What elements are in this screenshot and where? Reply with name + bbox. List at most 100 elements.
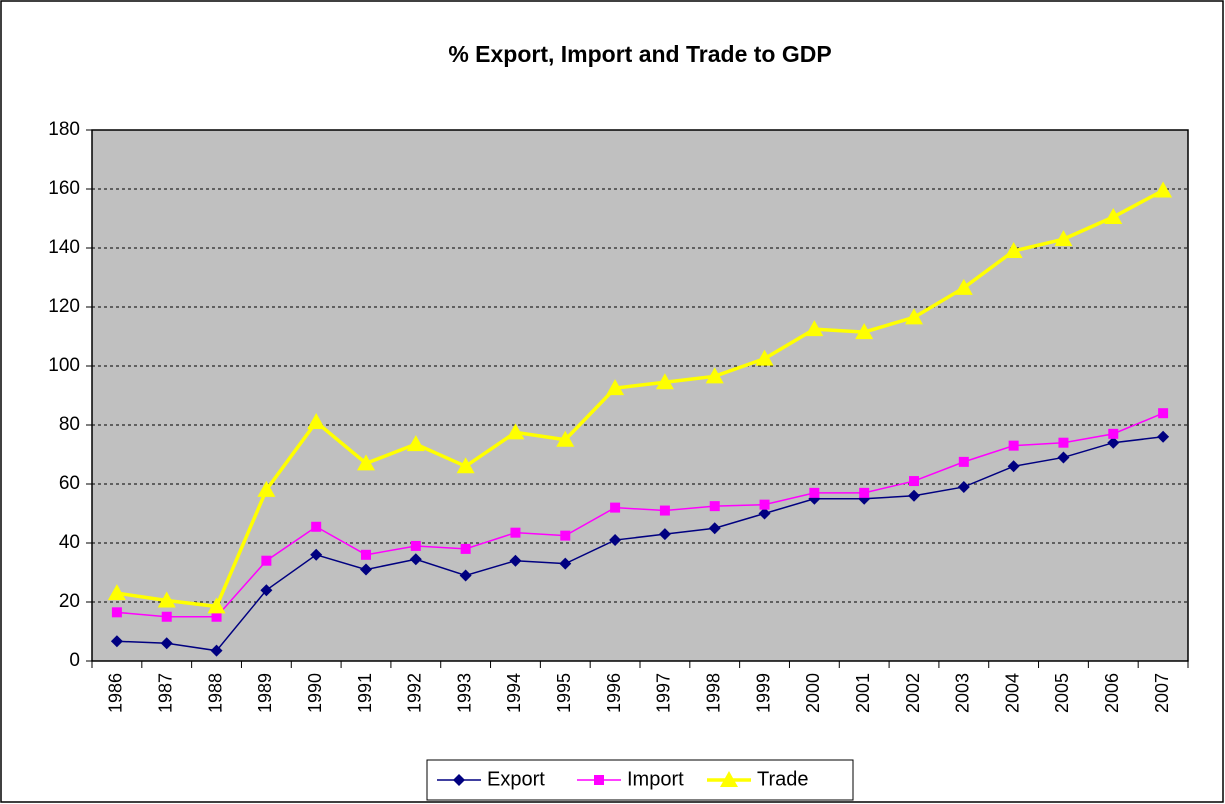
x-tick-label: 1996 xyxy=(604,673,624,713)
marker xyxy=(610,502,621,513)
marker xyxy=(859,487,870,498)
marker xyxy=(409,553,422,566)
marker xyxy=(708,522,721,535)
y-tick-label: 40 xyxy=(59,532,80,553)
y-tick-label: 180 xyxy=(48,119,80,140)
marker xyxy=(1154,181,1173,198)
marker xyxy=(261,555,272,566)
x-tick-label: 2006 xyxy=(1102,673,1122,713)
marker xyxy=(310,548,323,561)
y-tick-label: 60 xyxy=(59,473,80,494)
series-line xyxy=(116,188,1164,609)
marker xyxy=(1008,440,1019,451)
marker xyxy=(161,611,172,622)
marker xyxy=(361,549,371,560)
x-tick-label: 2004 xyxy=(1002,673,1022,713)
marker xyxy=(1054,230,1073,247)
marker xyxy=(1157,430,1170,443)
marker xyxy=(909,476,919,487)
marker xyxy=(360,563,372,576)
x-tick-label: 1990 xyxy=(305,673,325,713)
marker xyxy=(805,320,824,337)
marker xyxy=(559,557,572,570)
x-tick-label: 1997 xyxy=(654,673,674,713)
x-tick-label: 1988 xyxy=(205,673,225,713)
marker xyxy=(459,569,472,582)
x-tick-label: 1987 xyxy=(155,673,175,713)
marker xyxy=(257,480,276,497)
marker xyxy=(207,597,226,614)
marker xyxy=(110,635,123,648)
x-tick-label: 1994 xyxy=(504,673,524,713)
marker xyxy=(905,308,923,325)
y-tick-label: 140 xyxy=(48,237,80,258)
x-tick-label: 2002 xyxy=(903,673,923,713)
marker xyxy=(1004,241,1023,258)
marker xyxy=(958,456,969,467)
x-tick-label: 1992 xyxy=(405,673,425,713)
series-line xyxy=(116,436,1164,652)
marker xyxy=(509,554,522,567)
marker xyxy=(510,527,521,538)
marker xyxy=(720,771,738,787)
x-tick-label: 1993 xyxy=(454,673,474,713)
marker xyxy=(755,349,774,366)
marker xyxy=(406,435,425,452)
marker xyxy=(307,413,326,430)
marker xyxy=(659,505,670,516)
plot-area xyxy=(92,130,1188,661)
marker xyxy=(655,373,674,390)
marker xyxy=(410,540,421,551)
marker xyxy=(954,278,973,295)
x-tick-label: 1991 xyxy=(355,673,375,713)
marker xyxy=(506,423,525,440)
marker xyxy=(709,501,720,512)
marker xyxy=(460,543,471,554)
marker xyxy=(210,644,223,657)
marker xyxy=(609,534,622,547)
y-tick-label: 160 xyxy=(48,178,80,199)
x-tick-label: 1989 xyxy=(255,673,275,713)
marker xyxy=(1108,428,1119,439)
marker xyxy=(1058,437,1069,448)
marker xyxy=(211,611,222,622)
x-tick-label: 2000 xyxy=(803,673,823,713)
series-line xyxy=(116,412,1164,618)
marker xyxy=(809,487,820,498)
legend-box xyxy=(426,759,854,801)
marker xyxy=(759,499,770,510)
y-tick-label: 80 xyxy=(59,414,80,435)
marker xyxy=(260,584,273,597)
x-tick-label: 1999 xyxy=(753,673,773,713)
marker xyxy=(560,530,571,541)
x-tick-label: 2007 xyxy=(1152,673,1172,713)
marker xyxy=(107,584,126,601)
x-tick-label: 1998 xyxy=(703,673,723,713)
x-tick-label: 2005 xyxy=(1052,673,1072,713)
marker xyxy=(1158,408,1169,419)
marker xyxy=(758,507,771,520)
y-tick-label: 100 xyxy=(48,355,80,376)
x-tick-label: 2003 xyxy=(953,673,973,713)
chart-title: % Export, Import and Trade to GDP xyxy=(448,41,831,67)
marker xyxy=(157,591,176,608)
marker xyxy=(1104,208,1123,225)
marker xyxy=(1007,460,1020,473)
x-tick-label: 2001 xyxy=(853,673,873,713)
marker xyxy=(594,775,604,785)
y-tick-label: 0 xyxy=(69,650,80,671)
x-tick-label: 1986 xyxy=(106,673,126,713)
marker xyxy=(556,430,575,447)
y-tick-label: 20 xyxy=(59,591,80,612)
marker xyxy=(1107,436,1120,449)
y-tick-label: 120 xyxy=(48,296,80,317)
marker xyxy=(111,607,122,618)
marker xyxy=(453,774,465,786)
marker xyxy=(957,480,970,493)
marker xyxy=(606,379,625,396)
marker xyxy=(658,528,671,541)
legend-label: Trade xyxy=(757,768,809,790)
marker xyxy=(456,457,475,474)
marker xyxy=(160,637,173,650)
